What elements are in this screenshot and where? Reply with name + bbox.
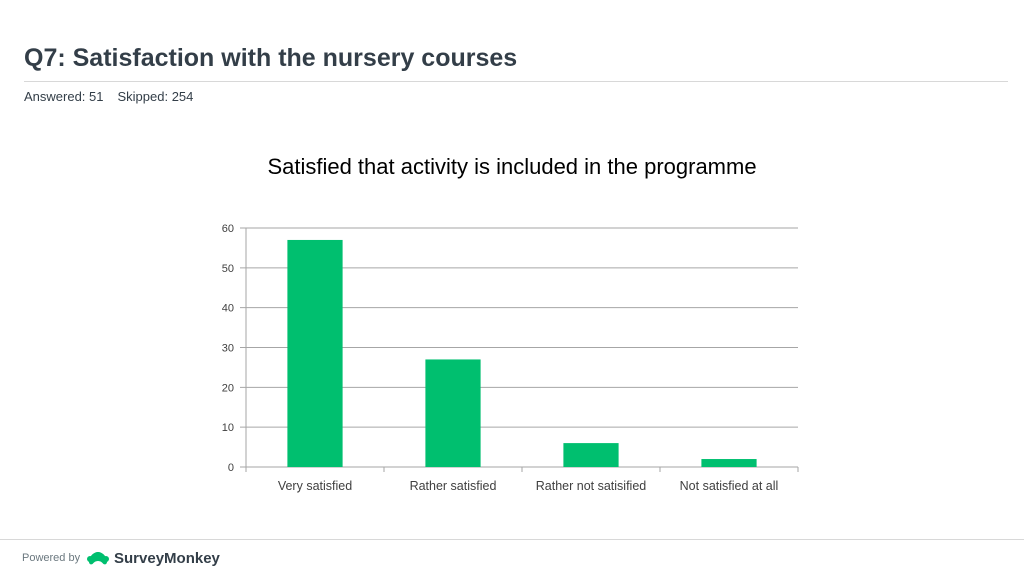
surveymonkey-logo: SurveyMonkey (86, 547, 220, 569)
y-tick-label: 40 (222, 303, 234, 315)
x-tick-label: Not satisfied at all (680, 479, 779, 493)
x-tick-label: Rather satisfied (410, 479, 497, 493)
chart-container: Satisfied that activity is included in t… (0, 140, 1024, 510)
page-title: Q7: Satisfaction with the nursery course… (24, 44, 518, 72)
bar (701, 459, 757, 467)
brand-name: SurveyMonkey (114, 549, 220, 567)
skipped-count: Skipped: 254 (117, 89, 194, 104)
bar (563, 443, 619, 467)
chart-title: Satisfied that activity is included in t… (267, 154, 757, 179)
y-tick-label: 20 (222, 382, 234, 394)
y-tick-label: 30 (222, 343, 234, 355)
powered-by-label: Powered by (22, 552, 81, 564)
x-tick-label: Very satisfied (278, 479, 352, 493)
answered-count: Answered: 51 (24, 89, 104, 104)
title-divider (24, 81, 1008, 82)
response-stats: Answered: 51 Skipped: 254 (24, 89, 193, 104)
bar-chart: 0 10 20 30 40 50 60 Very satisfied Rather satisf… (222, 223, 799, 493)
x-tick-label: Rather not satisified (536, 479, 647, 493)
bar (425, 359, 481, 467)
monkey-logo-icon (87, 552, 109, 565)
footer-divider (0, 539, 1024, 540)
bar (287, 239, 343, 467)
y-tick-label: 10 (222, 422, 234, 434)
y-tick-label: 0 (228, 462, 234, 474)
y-tick-label: 50 (222, 263, 234, 275)
y-tick-label: 60 (222, 223, 234, 235)
